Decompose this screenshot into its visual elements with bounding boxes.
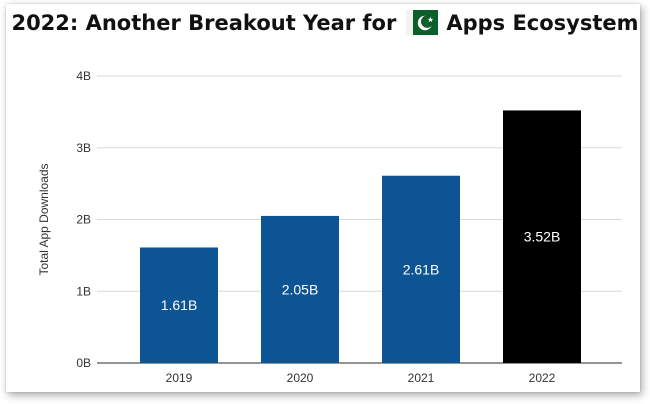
bar-2022 (503, 110, 581, 363)
bar-2019 (140, 247, 218, 363)
data-label-2021: 2.61B (403, 261, 440, 277)
y-tick-label: 1B (76, 284, 91, 298)
x-tick-label: 2020 (287, 371, 314, 385)
bar-2021 (382, 175, 460, 363)
x-tick-label: 2019 (166, 371, 193, 385)
y-tick-label: 3B (76, 141, 91, 155)
title-prefix: 2022: Another Breakout Year for (11, 10, 397, 35)
y-tick-label: 2B (76, 213, 91, 227)
y-axis-label: Total App Downloads (37, 163, 51, 275)
y-tick-label: 0B (76, 356, 91, 370)
y-tick-labels: 0B 1B 2B 3B 4B (76, 69, 91, 370)
title-suffix: Apps Ecosystem (446, 10, 639, 35)
bar-2020 (261, 215, 339, 363)
data-label-2019: 1.61B (161, 297, 198, 313)
y-tick-label: 4B (76, 69, 91, 83)
data-label-2020: 2.05B (282, 281, 319, 297)
pakistan-flag-icon (406, 10, 439, 35)
x-tick-label: 2022 (529, 371, 556, 385)
bars: 1.61B 2.05B 2.61B 3.52B (140, 110, 581, 363)
data-label-2022: 3.52B (524, 229, 561, 245)
x-tick-labels: 2019 2020 2021 2022 (166, 371, 556, 385)
chart-title: 2022: Another Breakout Year for Apps Eco… (0, 10, 650, 35)
x-tick-label: 2021 (408, 371, 435, 385)
